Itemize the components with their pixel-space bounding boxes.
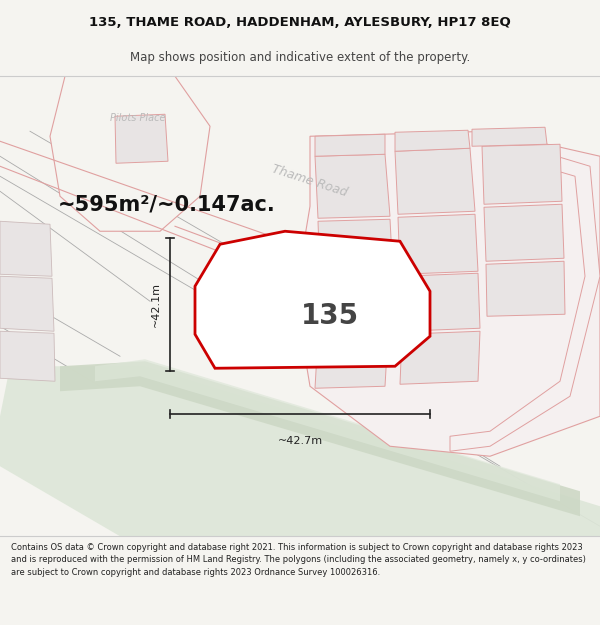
Polygon shape [195,231,430,368]
Polygon shape [486,261,565,316]
Polygon shape [295,131,600,456]
Polygon shape [115,114,168,163]
Text: Pilots Place: Pilots Place [110,113,166,123]
Text: Thame Road: Thame Road [271,163,349,199]
Polygon shape [400,331,480,384]
Polygon shape [50,76,210,231]
Polygon shape [395,130,470,151]
Text: 135, THAME ROAD, HADDENHAM, AYLESBURY, HP17 8EQ: 135, THAME ROAD, HADDENHAM, AYLESBURY, H… [89,16,511,29]
Polygon shape [398,214,478,274]
Text: Contains OS data © Crown copyright and database right 2021. This information is : Contains OS data © Crown copyright and d… [11,543,586,577]
Polygon shape [472,127,547,146]
Polygon shape [0,221,52,276]
Polygon shape [60,361,580,516]
Polygon shape [395,148,475,214]
Text: 135: 135 [301,302,359,330]
Polygon shape [450,136,600,451]
Text: ~42.1m: ~42.1m [151,282,161,328]
Polygon shape [482,144,562,204]
Polygon shape [0,276,54,331]
Polygon shape [315,334,388,388]
Polygon shape [318,219,393,278]
Polygon shape [318,279,393,333]
Polygon shape [0,331,55,381]
Polygon shape [95,359,560,501]
Polygon shape [315,134,385,156]
Text: ~42.7m: ~42.7m [277,436,323,446]
Text: Map shows position and indicative extent of the property.: Map shows position and indicative extent… [130,51,470,64]
Polygon shape [484,204,564,261]
Polygon shape [315,154,390,218]
Text: ~595m²/~0.147ac.: ~595m²/~0.147ac. [58,194,276,214]
Polygon shape [0,366,600,536]
Polygon shape [400,273,480,331]
